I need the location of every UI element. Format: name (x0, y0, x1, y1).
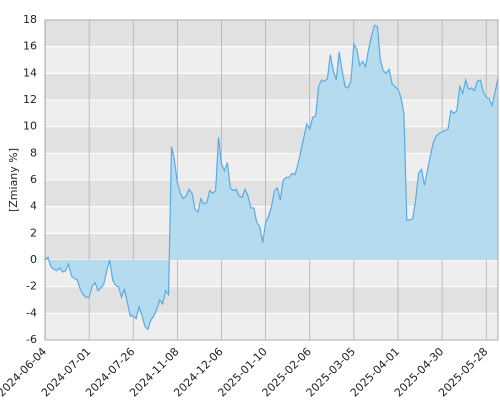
area (45, 25, 498, 330)
y-tick-label: -6 (26, 333, 37, 346)
y-tick-label: 10 (23, 120, 37, 133)
background-band (45, 46, 498, 74)
background-band (45, 313, 498, 340)
background-band (45, 100, 498, 127)
background-band (45, 20, 498, 47)
line (44, 24, 499, 331)
y-tick-label: 4 (30, 200, 37, 213)
y-tick-label: 8 (30, 146, 37, 159)
y-tick-label: 18 (23, 13, 37, 26)
background-band (45, 126, 498, 154)
y-tick-label: 2 (30, 226, 37, 239)
y-tick-label: -2 (26, 280, 37, 293)
background-band (45, 73, 498, 100)
y-axis-label: [Zmiany %] (7, 148, 20, 212)
y-tick-label: 16 (23, 40, 37, 53)
y-tick-label: 12 (23, 93, 37, 106)
plot-frame (44, 19, 499, 341)
y-tick-label: 6 (30, 173, 37, 186)
background-band (45, 286, 498, 314)
y-tick-label: 14 (23, 66, 37, 79)
y-tick-label: -4 (26, 306, 37, 319)
y-tick-label: 0 (30, 253, 37, 266)
